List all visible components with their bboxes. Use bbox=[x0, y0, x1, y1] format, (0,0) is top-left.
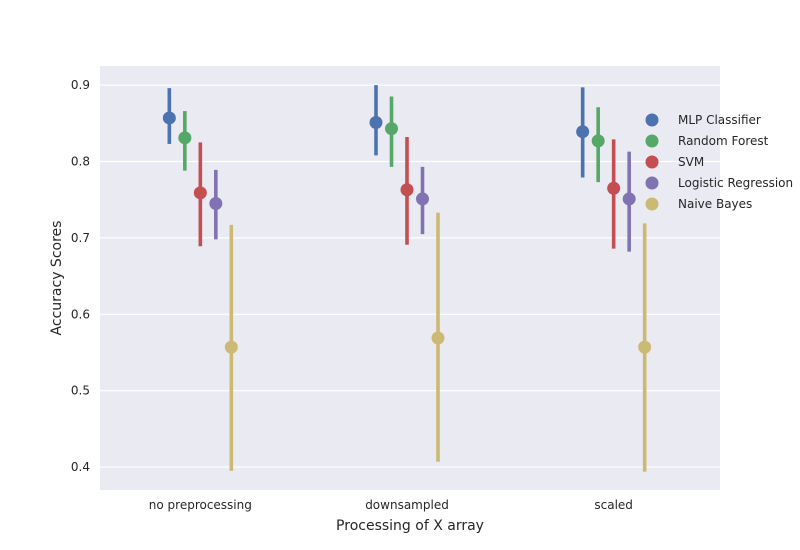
plot-background bbox=[100, 66, 720, 490]
legend-label: MLP Classifier bbox=[678, 113, 761, 127]
data-point bbox=[400, 183, 414, 197]
series-mlp-classifier bbox=[162, 85, 590, 178]
data-point bbox=[591, 134, 605, 148]
legend-marker bbox=[645, 113, 659, 127]
y-tick-label: 0.8 bbox=[71, 154, 90, 168]
legend: MLP Classifier Random Forest SVM Logistic R… bbox=[645, 113, 793, 211]
x-tick-labels: no preprocessing downsampled scaled bbox=[149, 498, 633, 512]
legend-marker bbox=[645, 197, 659, 211]
series-logistic-regression bbox=[209, 151, 636, 252]
legend-marker bbox=[645, 134, 659, 148]
data-point bbox=[224, 340, 238, 354]
data-point bbox=[622, 192, 636, 206]
x-axis-label: Processing of X array bbox=[336, 518, 484, 534]
legend-label: Logistic Regression bbox=[678, 176, 793, 190]
y-tick-label: 0.4 bbox=[71, 460, 90, 474]
legend-label: Naive Bayes bbox=[678, 197, 752, 211]
y-tick-label: 0.7 bbox=[71, 231, 90, 245]
legend-label: SVM bbox=[678, 155, 704, 169]
data-point bbox=[369, 116, 383, 130]
data-point bbox=[638, 340, 652, 354]
data-point bbox=[193, 186, 207, 200]
data-point bbox=[416, 192, 429, 206]
data-point bbox=[209, 197, 223, 211]
y-tick-label: 0.9 bbox=[71, 78, 90, 92]
y-tick-label: 0.6 bbox=[71, 307, 90, 321]
y-axis-label: Accuracy Scores bbox=[49, 221, 65, 336]
x-tick-label: no preprocessing bbox=[149, 498, 252, 512]
x-tick-label: downsampled bbox=[365, 498, 449, 512]
gridlines bbox=[100, 84, 720, 468]
data-point bbox=[178, 131, 192, 145]
legend-marker bbox=[645, 155, 659, 169]
series-random-forest bbox=[178, 96, 605, 183]
legend-marker bbox=[645, 176, 659, 190]
data-point bbox=[431, 331, 445, 345]
series-layer bbox=[162, 85, 652, 472]
data-point bbox=[576, 125, 590, 139]
data-point bbox=[607, 181, 621, 195]
data-point bbox=[162, 111, 176, 125]
data-point bbox=[385, 122, 398, 136]
series-naive-bayes bbox=[224, 212, 652, 472]
x-tick-label: scaled bbox=[594, 498, 633, 512]
series-svm bbox=[193, 137, 621, 249]
legend-label: Random Forest bbox=[678, 134, 769, 148]
y-tick-labels: 0.4 0.5 0.6 0.7 0.8 0.9 bbox=[71, 78, 90, 474]
y-tick-label: 0.5 bbox=[71, 384, 90, 398]
